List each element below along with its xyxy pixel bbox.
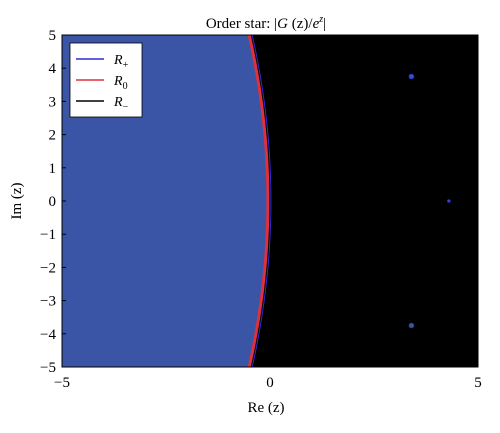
legend-subscript: + <box>123 60 129 71</box>
title-e: e <box>313 16 320 32</box>
legend-symbol: R <box>113 53 123 68</box>
r-zero-boundary-line <box>247 34 270 368</box>
y-tick-label: −4 <box>40 327 56 343</box>
legend: R+R0R− <box>69 42 143 118</box>
legend-subscript: − <box>123 102 129 113</box>
axes: −5 0 5 5 4 3 2 1 0 −1 −2 −3 −4 −5 <box>40 28 482 391</box>
y-tick-label: 3 <box>49 94 57 110</box>
x-tick-label: 0 <box>266 375 274 391</box>
title-g: G <box>277 16 288 32</box>
y-tick-label: 4 <box>49 61 57 77</box>
legend-label-1: R+ <box>113 53 129 71</box>
r-plus-boundary-line <box>251 34 272 368</box>
y-tick-label: −2 <box>40 260 56 276</box>
island-3 <box>408 322 415 329</box>
y-axis-label: Im (z) <box>9 182 25 219</box>
x-axis-label: Re (z) <box>247 400 284 416</box>
title-prefix: Order star: | <box>206 16 277 32</box>
title-suffix: | <box>323 16 326 32</box>
legend-symbol: R <box>113 74 123 89</box>
y-tick-label: −1 <box>40 227 56 243</box>
title-sup: z <box>318 14 323 25</box>
legend-subscript: 0 <box>123 81 128 92</box>
y-tick-label: 5 <box>49 28 57 44</box>
region-r-plus <box>62 35 268 367</box>
legend-symbol: R <box>113 95 123 110</box>
legend-label-2: R0 <box>113 74 128 92</box>
y-tick-label: 1 <box>49 161 57 177</box>
y-tick-label: 0 <box>49 194 57 210</box>
y-tick-label: −5 <box>40 360 56 376</box>
island-1 <box>408 73 415 80</box>
y-tick-label: 2 <box>49 128 57 144</box>
island-2 <box>447 199 451 203</box>
chart-title: Order star: |G (z)/ez| <box>206 14 326 32</box>
legend-label-3: R− <box>113 95 129 113</box>
x-tick-label: −5 <box>54 375 70 391</box>
title-mid: (z)/ <box>288 16 313 32</box>
x-tick-label: 5 <box>474 375 482 391</box>
y-tick-label: −3 <box>40 294 56 310</box>
